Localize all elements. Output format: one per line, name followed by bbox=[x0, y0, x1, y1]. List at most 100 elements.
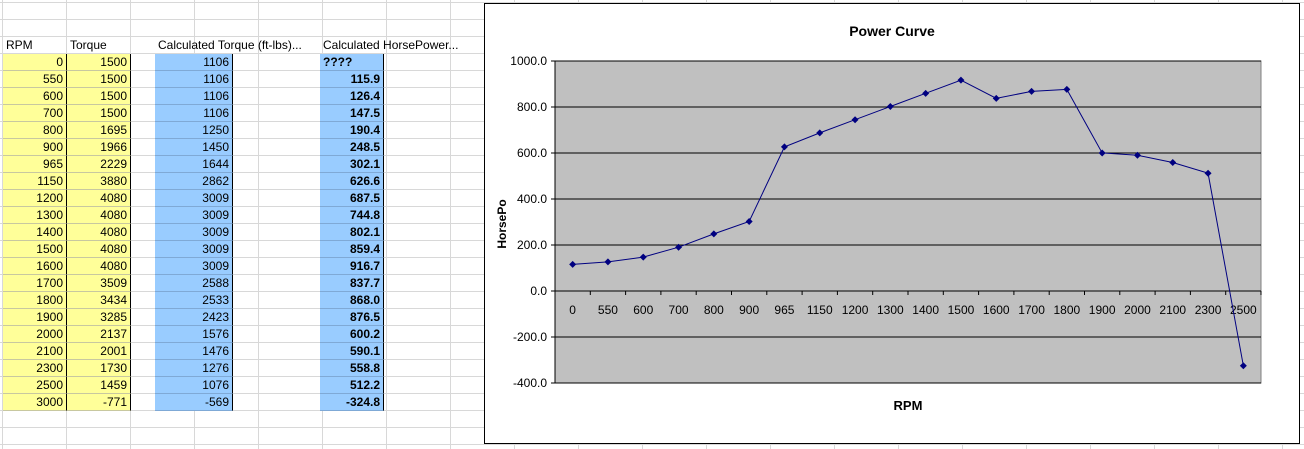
y-axis-label: HorsePo bbox=[495, 199, 509, 248]
cell-calculated-torque[interactable]: 1250 bbox=[155, 122, 233, 139]
cell-rpm[interactable]: 1200 bbox=[3, 190, 67, 207]
cell-torque[interactable]: 4080 bbox=[67, 241, 131, 258]
cell-torque[interactable]: 1500 bbox=[67, 88, 131, 105]
cell-torque[interactable]: 1459 bbox=[67, 377, 131, 394]
cell-calculated-torque[interactable]: -569 bbox=[155, 394, 233, 411]
cell-torque[interactable]: 1730 bbox=[67, 360, 131, 377]
cell-calculated-horsepower[interactable]: 744.8 bbox=[320, 207, 384, 224]
x-tick-label: 700 bbox=[669, 303, 689, 317]
cell-calculated-horsepower[interactable]: 626.6 bbox=[320, 173, 384, 190]
cell-torque[interactable]: 3434 bbox=[67, 292, 131, 309]
cell-torque[interactable]: 3509 bbox=[67, 275, 131, 292]
cell-rpm[interactable]: 2100 bbox=[3, 343, 67, 360]
x-axis-label: RPM bbox=[894, 398, 923, 413]
data-point bbox=[957, 76, 965, 84]
cell-calculated-torque[interactable]: 1106 bbox=[155, 105, 233, 122]
cell-calculated-torque[interactable]: 2588 bbox=[155, 275, 233, 292]
cell-calculated-torque[interactable]: 1476 bbox=[155, 343, 233, 360]
cell-calculated-torque[interactable]: 1106 bbox=[155, 88, 233, 105]
cell-calculated-horsepower[interactable]: 512.2 bbox=[320, 377, 384, 394]
cell-rpm[interactable]: 1700 bbox=[3, 275, 67, 292]
cell-calculated-torque[interactable]: 3009 bbox=[155, 241, 233, 258]
cell-rpm[interactable]: 2300 bbox=[3, 360, 67, 377]
cell-calculated-torque[interactable]: 2533 bbox=[155, 292, 233, 309]
cell-calculated-horsepower[interactable]: 126.4 bbox=[320, 88, 384, 105]
cell-calculated-horsepower[interactable]: 590.1 bbox=[320, 343, 384, 360]
cell-torque[interactable]: 3880 bbox=[67, 173, 131, 190]
cell-calculated-torque[interactable]: 3009 bbox=[155, 224, 233, 241]
cell-calculated-torque[interactable]: 3009 bbox=[155, 207, 233, 224]
cell-torque[interactable]: 1500 bbox=[67, 71, 131, 88]
cell-torque[interactable]: 1695 bbox=[67, 122, 131, 139]
cell-calculated-horsepower[interactable]: -324.8 bbox=[320, 394, 384, 411]
cell-rpm[interactable]: 2500 bbox=[3, 377, 67, 394]
header-torque[interactable]: Torque bbox=[70, 38, 107, 52]
cell-calculated-torque[interactable]: 1076 bbox=[155, 377, 233, 394]
cell-calculated-horsepower[interactable]: 859.4 bbox=[320, 241, 384, 258]
cell-calculated-horsepower[interactable]: 558.8 bbox=[320, 360, 384, 377]
cell-calculated-horsepower[interactable]: 687.5 bbox=[320, 190, 384, 207]
cell-torque[interactable]: 2229 bbox=[67, 156, 131, 173]
cell-rpm[interactable]: 0 bbox=[3, 54, 67, 71]
cell-calculated-torque[interactable]: 1276 bbox=[155, 360, 233, 377]
cell-calculated-torque[interactable]: 1644 bbox=[155, 156, 233, 173]
header-rpm[interactable]: RPM bbox=[6, 38, 33, 52]
cell-calculated-horsepower[interactable]: 916.7 bbox=[320, 258, 384, 275]
cell-calculated-torque[interactable]: 1576 bbox=[155, 326, 233, 343]
cell-rpm[interactable]: 1900 bbox=[3, 309, 67, 326]
cell-calculated-horsepower[interactable]: 876.5 bbox=[320, 309, 384, 326]
cell-torque[interactable]: 4080 bbox=[67, 207, 131, 224]
cell-torque[interactable]: 2137 bbox=[67, 326, 131, 343]
cell-rpm[interactable]: 800 bbox=[3, 122, 67, 139]
cell-rpm[interactable]: 1300 bbox=[3, 207, 67, 224]
cell-calculated-horsepower[interactable]: 115.9 bbox=[320, 71, 384, 88]
cell-torque[interactable]: 1966 bbox=[67, 139, 131, 156]
cell-calculated-torque[interactable]: 3009 bbox=[155, 258, 233, 275]
header-calculated-horsepower[interactable]: Calculated HorsePower... bbox=[323, 38, 459, 52]
cell-rpm[interactable]: 1800 bbox=[3, 292, 67, 309]
cell-calculated-torque[interactable]: 2423 bbox=[155, 309, 233, 326]
cell-calculated-horsepower[interactable]: 302.1 bbox=[320, 156, 384, 173]
cell-rpm[interactable]: 3000 bbox=[3, 394, 67, 411]
cell-calculated-torque[interactable]: 1106 bbox=[155, 54, 233, 71]
cell-torque[interactable]: 3285 bbox=[67, 309, 131, 326]
cell-torque[interactable]: 4080 bbox=[67, 190, 131, 207]
cell-torque[interactable]: 4080 bbox=[67, 224, 131, 241]
cell-torque[interactable]: -771 bbox=[67, 394, 131, 411]
data-point bbox=[1028, 87, 1036, 95]
power-curve-chart[interactable]: Power Curve RPM HorsePo 1000.0 800.0 600.0… bbox=[484, 3, 1300, 444]
cell-torque[interactable]: 1500 bbox=[67, 54, 131, 71]
cell-calculated-torque[interactable]: 3009 bbox=[155, 190, 233, 207]
cell-calculated-torque[interactable]: 1450 bbox=[155, 139, 233, 156]
cell-rpm[interactable]: 600 bbox=[3, 88, 67, 105]
cell-torque[interactable]: 2001 bbox=[67, 343, 131, 360]
cell-calculated-horsepower[interactable]: 802.1 bbox=[320, 224, 384, 241]
cell-rpm[interactable]: 965 bbox=[3, 156, 67, 173]
x-tick-label: 1300 bbox=[877, 303, 904, 317]
header-calculated-torque[interactable]: Calculated Torque (ft-lbs)... bbox=[158, 38, 302, 52]
cell-calculated-horsepower[interactable]: ???? bbox=[320, 54, 384, 71]
cell-rpm[interactable]: 1150 bbox=[3, 173, 67, 190]
y-tick-label: 1000.0 bbox=[510, 54, 547, 68]
cell-rpm[interactable]: 1600 bbox=[3, 258, 67, 275]
cell-torque[interactable]: 4080 bbox=[67, 258, 131, 275]
cell-rpm[interactable]: 700 bbox=[3, 105, 67, 122]
cell-rpm[interactable]: 900 bbox=[3, 139, 67, 156]
cell-rpm[interactable]: 1400 bbox=[3, 224, 67, 241]
cell-rpm[interactable]: 1500 bbox=[3, 241, 67, 258]
x-tick-label: 2300 bbox=[1195, 303, 1222, 317]
cell-rpm[interactable]: 2000 bbox=[3, 326, 67, 343]
cell-calculated-horsepower[interactable]: 248.5 bbox=[320, 139, 384, 156]
cell-rpm[interactable]: 550 bbox=[3, 71, 67, 88]
cell-calculated-torque[interactable]: 2862 bbox=[155, 173, 233, 190]
cell-calculated-horsepower[interactable]: 600.2 bbox=[320, 326, 384, 343]
cell-torque[interactable]: 1500 bbox=[67, 105, 131, 122]
cell-calculated-horsepower[interactable]: 147.5 bbox=[320, 105, 384, 122]
y-tick-label: 200.0 bbox=[517, 238, 547, 252]
cell-calculated-torque[interactable]: 1106 bbox=[155, 71, 233, 88]
data-point bbox=[675, 243, 683, 251]
cell-calculated-horsepower[interactable]: 868.0 bbox=[320, 292, 384, 309]
cell-calculated-horsepower[interactable]: 190.4 bbox=[320, 122, 384, 139]
y-tick-label: 400.0 bbox=[517, 192, 547, 206]
cell-calculated-horsepower[interactable]: 837.7 bbox=[320, 275, 384, 292]
